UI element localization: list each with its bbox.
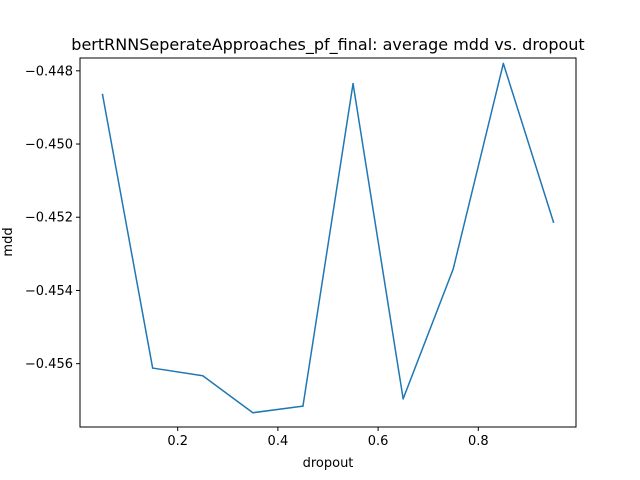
- y-tick-label: −0.452: [25, 211, 73, 226]
- plot-frame: [79, 57, 577, 428]
- chart-title: bertRNNSeperateApproaches_pf_final: aver…: [71, 35, 584, 55]
- x-tick-label: 0.2: [167, 434, 188, 449]
- data-point: [352, 82, 354, 85]
- x-tick-label: 0.6: [368, 434, 389, 449]
- data-point: [302, 405, 304, 407]
- data-point: [552, 221, 555, 223]
- data-point: [502, 62, 505, 65]
- data-point: [452, 268, 455, 270]
- data-point: [151, 367, 154, 369]
- series-line: [101, 62, 555, 414]
- data-point: [402, 398, 404, 400]
- axis-ticks: 0.2 0.4 0.6 0.8 −0.448 −0.450 −0.452 −0.454 −0.4…: [25, 64, 489, 449]
- series-lines: [101, 62, 555, 414]
- y-tick-label: −0.456: [25, 357, 73, 372]
- data-point: [252, 411, 254, 414]
- x-tick-label: 0.8: [468, 434, 489, 449]
- data-point: [201, 375, 204, 377]
- x-axis-label: dropout: [303, 456, 354, 471]
- y-tick-label: −0.454: [25, 284, 73, 299]
- x-tick-label: 0.4: [268, 434, 289, 449]
- y-tick-label: −0.448: [25, 64, 73, 79]
- data-point: [101, 93, 104, 96]
- y-tick-label: −0.450: [25, 138, 73, 153]
- y-axis-label: mdd: [1, 227, 16, 256]
